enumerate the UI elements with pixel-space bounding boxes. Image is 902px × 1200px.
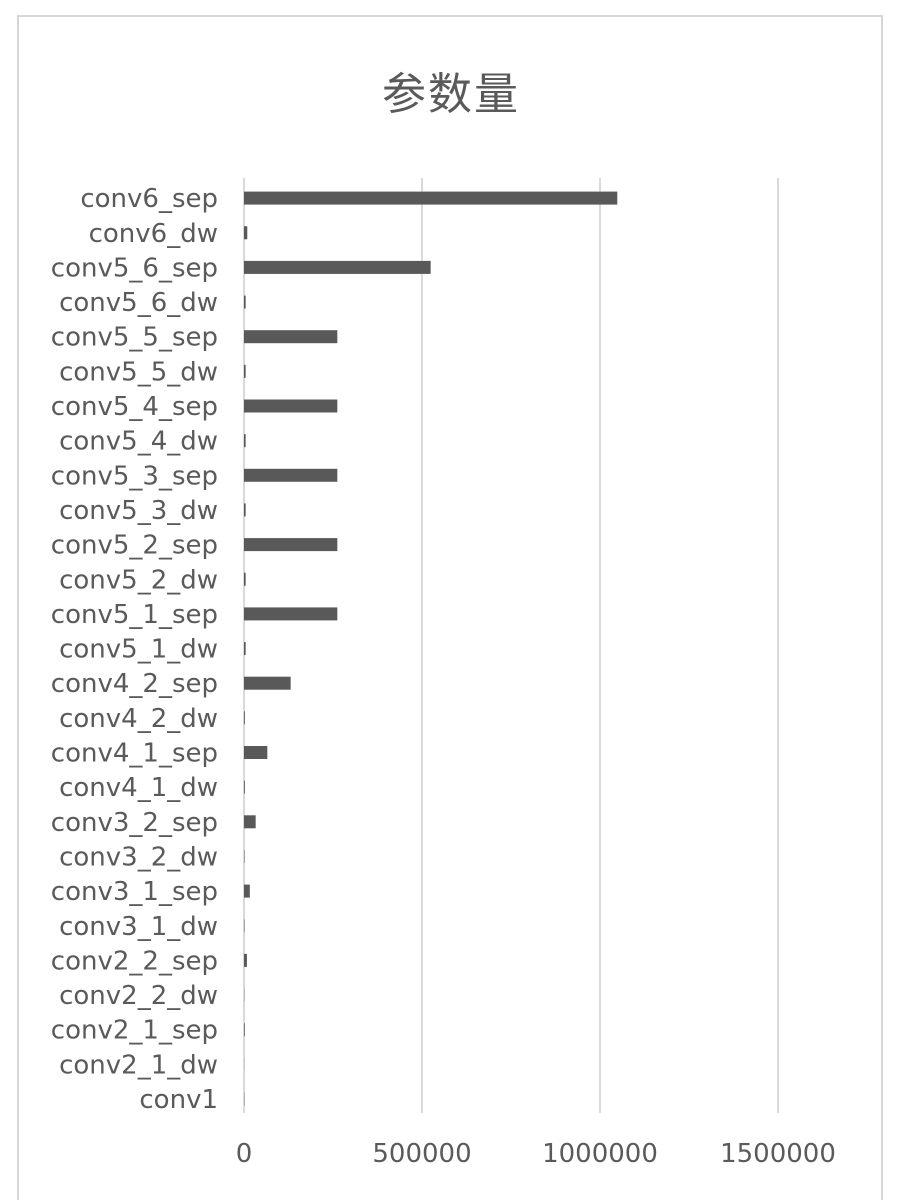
bar-conv3_2_sep bbox=[244, 815, 256, 829]
bar-conv5_3_dw bbox=[244, 503, 246, 517]
bar-conv4_2_sep bbox=[244, 676, 291, 690]
category-label-conv3_1_dw: conv3_1_dw bbox=[59, 912, 218, 942]
bar-conv5_6_dw bbox=[244, 295, 246, 309]
category-label-conv5_5_sep: conv5_5_sep bbox=[51, 323, 218, 353]
bar-conv5_4_sep bbox=[244, 399, 338, 413]
chart-frame bbox=[17, 15, 883, 1200]
category-label-conv4_2_sep: conv4_2_sep bbox=[51, 669, 218, 699]
category-label-conv5_6_sep: conv5_6_sep bbox=[51, 253, 218, 283]
chart-title: 参数量 bbox=[382, 69, 520, 120]
category-label-conv6_sep: conv6_sep bbox=[80, 184, 218, 214]
category-label-conv5_1_sep: conv5_1_sep bbox=[51, 600, 218, 630]
category-label-conv5_3_sep: conv5_3_sep bbox=[51, 461, 218, 491]
bar-conv5_4_dw bbox=[244, 434, 246, 448]
category-label-conv4_2_dw: conv4_2_dw bbox=[59, 704, 218, 734]
bar-conv5_3_sep bbox=[244, 468, 338, 482]
x-tick-label-3: 1500000 bbox=[720, 1139, 836, 1169]
category-label-conv5_1_dw: conv5_1_dw bbox=[59, 635, 218, 665]
category-label-conv6_dw: conv6_dw bbox=[89, 219, 218, 249]
bar-conv5_6_sep bbox=[244, 260, 431, 274]
bar-conv5_5_sep bbox=[244, 330, 338, 344]
x-tick-label-1: 500000 bbox=[372, 1139, 471, 1169]
bar-conv4_1_dw bbox=[244, 780, 245, 794]
category-label-conv5_2_sep: conv5_2_sep bbox=[51, 531, 218, 561]
category-label-conv5_4_dw: conv5_4_dw bbox=[59, 427, 218, 457]
bar-conv5_1_dw bbox=[244, 642, 246, 656]
x-tick-label-2: 1000000 bbox=[542, 1139, 658, 1169]
bar-conv3_1_sep bbox=[244, 884, 250, 898]
category-label-conv2_2_sep: conv2_2_sep bbox=[51, 946, 218, 976]
bar-conv5_2_sep bbox=[244, 538, 338, 552]
category-label-conv5_5_dw: conv5_5_dw bbox=[59, 357, 218, 387]
bar-conv5_2_dw bbox=[244, 572, 246, 586]
bar-conv4_2_dw bbox=[244, 711, 245, 725]
category-label-conv4_1_dw: conv4_1_dw bbox=[59, 773, 218, 803]
category-label-conv4_1_sep: conv4_1_sep bbox=[51, 739, 218, 769]
category-label-conv3_2_sep: conv3_2_sep bbox=[51, 808, 218, 838]
x-tick-label-0: 0 bbox=[236, 1139, 253, 1169]
category-label-conv3_2_dw: conv3_2_dw bbox=[59, 842, 218, 872]
category-label-conv5_6_dw: conv5_6_dw bbox=[59, 288, 218, 318]
category-label-conv5_3_dw: conv5_3_dw bbox=[59, 496, 218, 526]
category-label-conv3_1_sep: conv3_1_sep bbox=[51, 877, 218, 907]
bar-conv5_5_dw bbox=[244, 364, 246, 378]
bar-conv2_2_sep bbox=[244, 953, 247, 967]
category-label-conv2_1_sep: conv2_1_sep bbox=[51, 1016, 218, 1046]
category-label-conv5_2_dw: conv5_2_dw bbox=[59, 565, 218, 595]
category-label-conv5_4_sep: conv5_4_sep bbox=[51, 392, 218, 422]
bar-conv5_1_sep bbox=[244, 607, 338, 621]
bar-conv6_dw bbox=[244, 226, 248, 240]
category-label-conv1: conv1 bbox=[139, 1085, 218, 1115]
bar-conv4_1_sep bbox=[244, 746, 268, 759]
bar-conv6_sep bbox=[244, 191, 618, 205]
category-label-conv2_2_dw: conv2_2_dw bbox=[59, 981, 218, 1011]
bar-conv2_1_sep bbox=[244, 1023, 245, 1037]
category-label-conv2_1_dw: conv2_1_dw bbox=[59, 1050, 218, 1080]
